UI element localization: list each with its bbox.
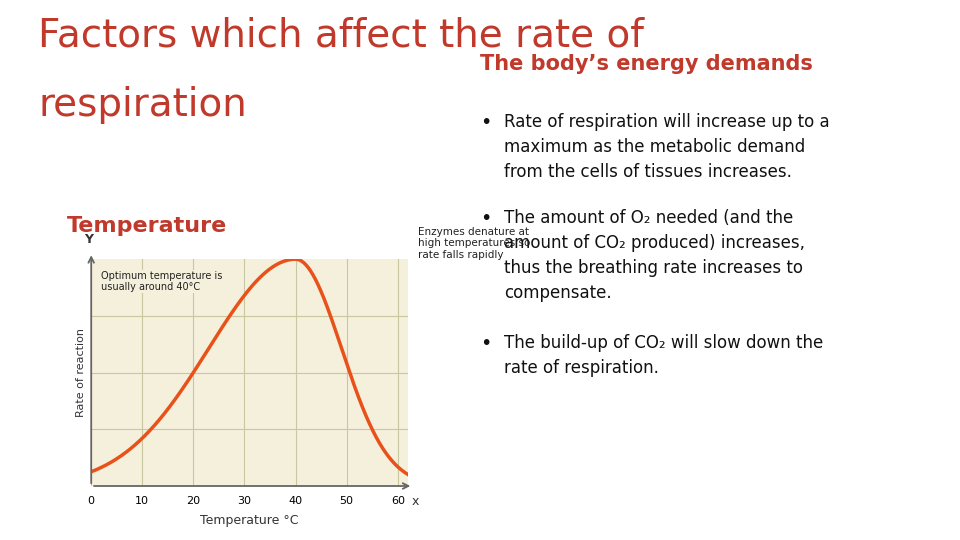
Text: Temperature: Temperature: [67, 216, 228, 236]
Text: x: x: [412, 495, 420, 508]
Text: Enzymes denature at
high temperatures so
rate falls rapidly: Enzymes denature at high temperatures so…: [418, 227, 530, 260]
Text: respiration: respiration: [38, 86, 247, 124]
Y-axis label: Rate of reaction: Rate of reaction: [76, 328, 85, 417]
Text: Optimum temperature is
usually around 40°C: Optimum temperature is usually around 40…: [102, 271, 223, 292]
Text: The body’s energy demands: The body’s energy demands: [480, 54, 813, 74]
Text: •: •: [480, 334, 492, 353]
Text: Rate of respiration will increase up to a
maximum as the metabolic demand
from t: Rate of respiration will increase up to …: [504, 113, 829, 181]
Text: •: •: [480, 209, 492, 228]
Text: The amount of O₂ needed (and the
amount of CO₂ produced) increases,
thus the bre: The amount of O₂ needed (and the amount …: [504, 209, 805, 302]
X-axis label: Temperature °C: Temperature °C: [201, 514, 299, 527]
Text: The build-up of CO₂ will slow down the
rate of respiration.: The build-up of CO₂ will slow down the r…: [504, 334, 824, 377]
Text: Factors which affect the rate of: Factors which affect the rate of: [38, 16, 644, 54]
Text: •: •: [480, 113, 492, 132]
Text: Y: Y: [84, 233, 93, 246]
